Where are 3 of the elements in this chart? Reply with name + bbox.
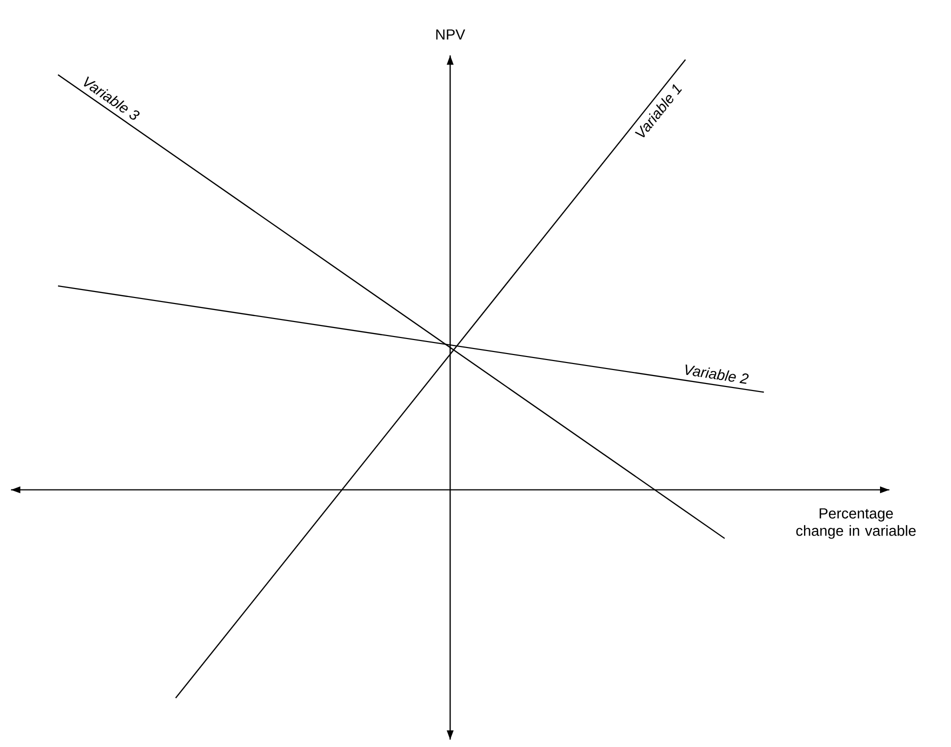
text: Variable 2 — [686, 364, 749, 384]
y-axis-title: NPV — [436, 30, 466, 40]
x-axis-title: Percentage change in variable — [796, 508, 916, 539]
